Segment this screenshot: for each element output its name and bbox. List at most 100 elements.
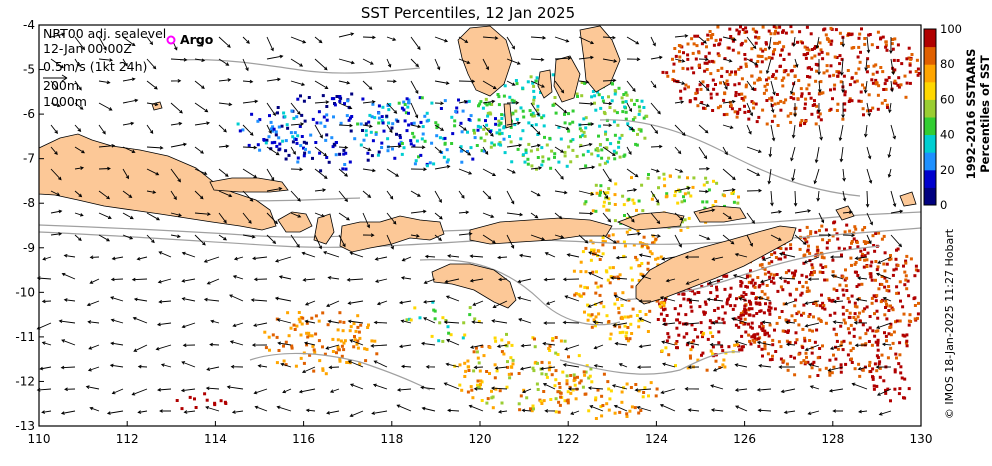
sst-pixel (744, 64, 748, 68)
sst-pixel (461, 336, 465, 340)
current-arrow (634, 388, 652, 392)
sst-pixel (519, 106, 523, 110)
current-arrow (146, 168, 160, 176)
sst-pixel (903, 377, 907, 381)
sst-pixel (584, 370, 588, 374)
sst-pixel (706, 337, 710, 341)
sst-pixel (862, 113, 865, 117)
sst-pixel (543, 135, 546, 139)
sst-pixel (576, 95, 579, 98)
sst-pixel (644, 313, 648, 316)
sst-pixel (739, 313, 743, 317)
sst-pixel (688, 354, 692, 358)
sst-pixel (519, 137, 523, 141)
sst-pixel (487, 127, 490, 131)
sst-pixel (598, 258, 602, 261)
sst-pixel (916, 316, 919, 320)
sst-pixel (792, 97, 796, 101)
current-arrow (87, 320, 100, 324)
current-arrow (110, 318, 124, 324)
current-arrow (734, 388, 748, 392)
sst-pixel (761, 354, 764, 358)
sst-pixel (761, 256, 765, 260)
sst-pixel (896, 247, 900, 251)
sst-pixel (803, 122, 807, 125)
sst-pixel (697, 51, 701, 55)
sst-pixel (749, 342, 753, 346)
sst-pixel (866, 328, 869, 332)
sst-pixel (824, 33, 828, 37)
sst-pixel (500, 338, 504, 342)
sst-pixel (323, 124, 327, 128)
y-tick-label: -9 (23, 241, 35, 255)
sst-pixel (839, 80, 843, 84)
sst-pixel (536, 108, 540, 112)
current-arrow (276, 405, 292, 412)
sst-pixel (702, 312, 706, 316)
current-arrow (266, 124, 272, 135)
sst-pixel (779, 108, 783, 112)
sst-pixel (711, 345, 715, 349)
sst-pixel (815, 303, 819, 307)
current-arrow (746, 146, 762, 153)
sst-pixel (678, 55, 682, 59)
current-arrow (194, 212, 211, 216)
sst-pixel (485, 370, 489, 373)
sst-pixel (611, 233, 615, 237)
current-arrow (194, 168, 208, 175)
sst-pixel (702, 310, 706, 314)
sst-pixel (430, 334, 434, 338)
sst-pixel (770, 358, 774, 361)
sst-pixel (506, 365, 510, 369)
sst-pixel (869, 264, 873, 268)
sst-pixel (862, 265, 866, 269)
sst-pixel (605, 314, 609, 318)
sst-pixel (913, 317, 917, 321)
sst-pixel (903, 283, 907, 287)
sst-pixel (734, 91, 738, 94)
sst-pixel (300, 322, 304, 326)
sst-pixel (473, 136, 477, 140)
sst-pixel (811, 329, 814, 333)
sst-pixel (659, 301, 663, 305)
sst-pixel (361, 129, 364, 132)
sst-pixel (731, 48, 735, 52)
current-arrow (890, 209, 904, 214)
sst-pixel (685, 343, 689, 347)
current-arrow (530, 124, 541, 135)
sst-pixel (531, 366, 535, 370)
sst-pixel (590, 95, 594, 99)
sst-pixel (559, 395, 563, 399)
sst-pixel (325, 118, 329, 122)
sst-pixel (787, 329, 790, 333)
current-arrow (698, 166, 710, 171)
sst-pixel (680, 200, 684, 204)
sst-pixel (322, 115, 326, 119)
sst-pixel (719, 38, 722, 42)
sst-pixel (870, 343, 874, 347)
sst-pixel (287, 334, 291, 338)
sst-pixel (778, 25, 782, 29)
sst-pixel (601, 236, 605, 240)
sst-pixel (698, 66, 702, 69)
sst-pixel (810, 263, 814, 267)
sst-pixel (901, 305, 905, 309)
sst-pixel (858, 319, 862, 323)
sst-pixel (843, 108, 847, 112)
sst-pixel (461, 109, 465, 113)
sst-pixel (904, 278, 908, 282)
sst-pixel (747, 333, 751, 337)
current-arrow (712, 366, 724, 372)
sst-pixel (343, 163, 347, 166)
current-arrow (160, 363, 172, 368)
sst-pixel (716, 52, 720, 56)
sst-pixel (505, 344, 509, 348)
current-arrow (890, 80, 894, 93)
sst-pixel (723, 365, 727, 369)
current-arrow (290, 36, 307, 44)
sst-pixel (749, 281, 753, 285)
sst-pixel (482, 127, 486, 131)
sst-pixel (734, 70, 737, 74)
sst-pixel (814, 62, 818, 66)
sst-pixel (810, 271, 813, 274)
